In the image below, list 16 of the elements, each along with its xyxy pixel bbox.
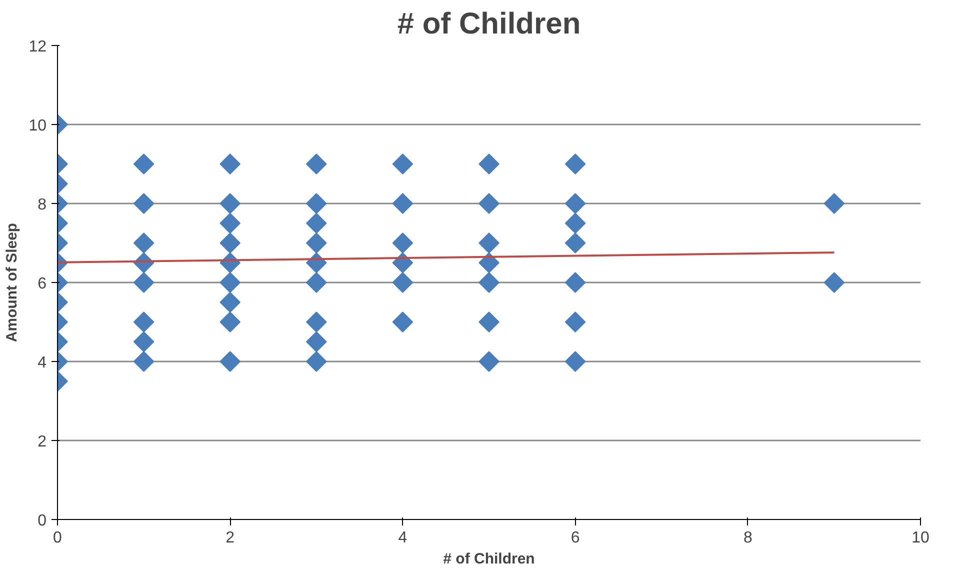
chart-title: # of Children — [397, 8, 581, 40]
y-tick-label: 4 — [38, 354, 47, 372]
y-tick-label: 12 — [28, 38, 47, 56]
x-tick-label: 2 — [226, 530, 235, 546]
x-tick-label: 6 — [570, 530, 580, 546]
x-tick-label: 10 — [912, 530, 930, 546]
y-axis-title: Amount of Sleep — [4, 222, 21, 342]
y-tick-label: 2 — [38, 434, 47, 450]
x-axis-title: # of Children — [443, 550, 535, 568]
y-tick-label: 6 — [38, 276, 47, 292]
x-tick-label: 0 — [53, 530, 62, 546]
y-tick-label: 8 — [38, 196, 47, 214]
y-tick-label: 0 — [38, 512, 47, 530]
y-tick-label: 10 — [28, 118, 47, 134]
x-tick-label: 4 — [398, 530, 408, 546]
x-tick-label: 8 — [743, 530, 752, 546]
